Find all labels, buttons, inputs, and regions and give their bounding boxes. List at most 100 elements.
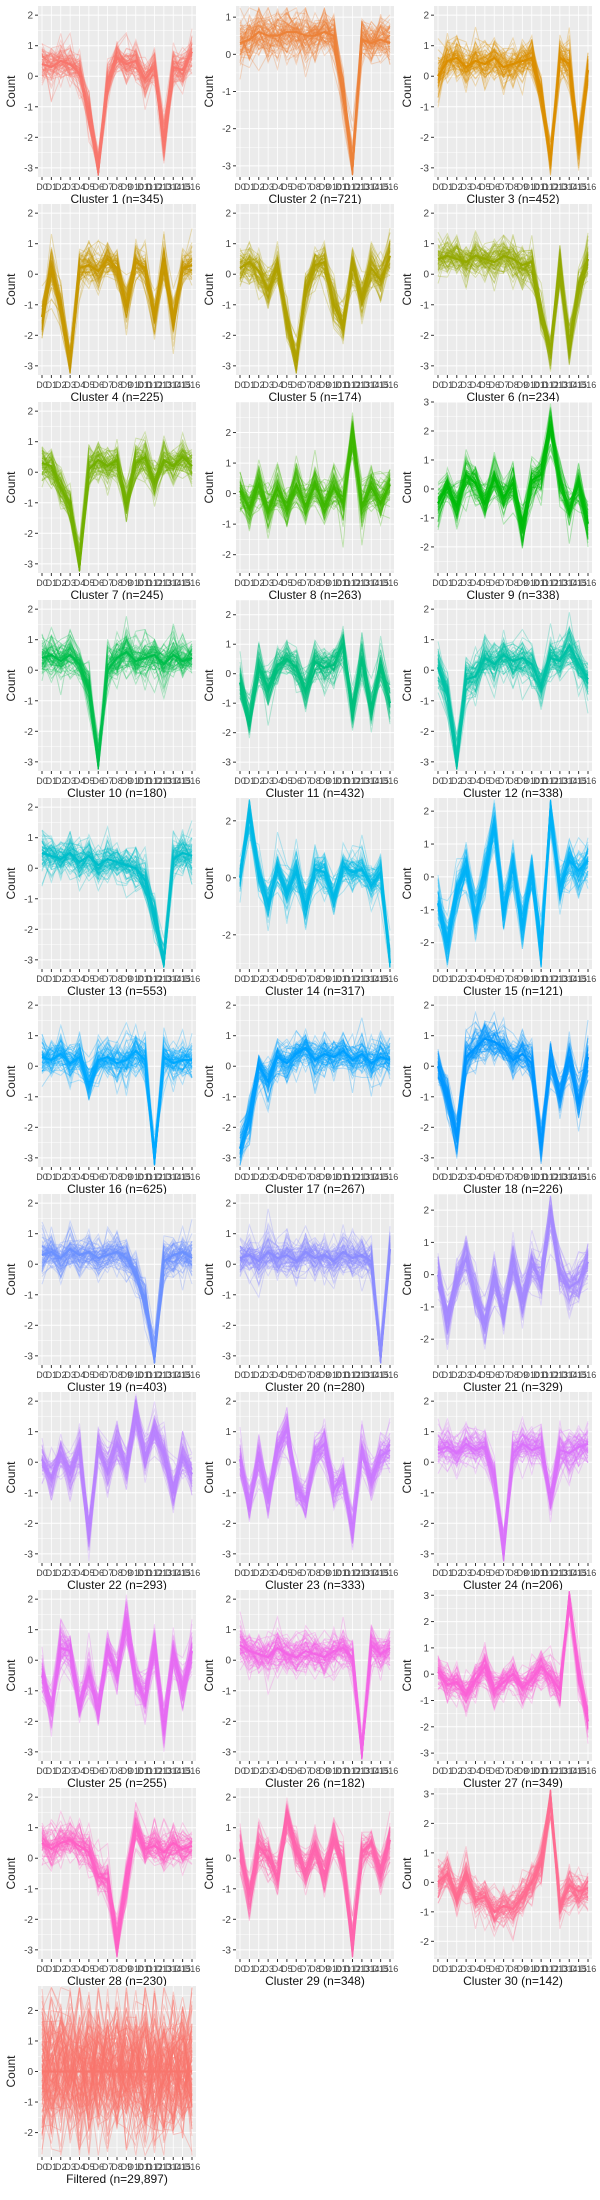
series-line bbox=[437, 1218, 589, 1320]
series-line bbox=[41, 1424, 193, 1532]
series-line bbox=[41, 2009, 193, 2154]
x-tick-label: D4 bbox=[74, 776, 86, 786]
x-tick-label: D15 bbox=[372, 776, 389, 786]
series-line bbox=[41, 635, 193, 753]
x-tick-label: D11 bbox=[335, 1568, 351, 1578]
x-tick-label: D7 bbox=[102, 974, 114, 984]
y-tick-label: 2 bbox=[423, 209, 429, 220]
x-tick-label: D0 bbox=[36, 1766, 48, 1776]
series-line bbox=[41, 640, 193, 770]
x-tick-label: D3 bbox=[460, 1568, 472, 1578]
series-line bbox=[437, 1418, 589, 1557]
series-line bbox=[239, 1427, 391, 1544]
x-tick-label: D3 bbox=[262, 182, 274, 192]
y-tick-label: -3 bbox=[24, 163, 33, 174]
series-line bbox=[239, 1037, 391, 1154]
series-line bbox=[41, 1811, 193, 1952]
series-line bbox=[239, 6, 391, 168]
series-line bbox=[239, 810, 391, 962]
series-line bbox=[239, 1042, 391, 1148]
x-tick-label: D12 bbox=[146, 1568, 163, 1578]
x-tick-label: D9 bbox=[517, 1370, 529, 1380]
series-line bbox=[437, 41, 589, 161]
series-line bbox=[239, 808, 391, 968]
series-line bbox=[239, 1038, 391, 1166]
series-line bbox=[41, 1239, 193, 1354]
x-tick-label: D8 bbox=[111, 578, 123, 588]
series-line bbox=[437, 1212, 589, 1326]
x-tick-label: D15 bbox=[372, 974, 389, 984]
series-line bbox=[41, 629, 193, 766]
x-tick-label: D16 bbox=[184, 1766, 201, 1776]
series-line bbox=[437, 1035, 589, 1156]
series-line bbox=[239, 1224, 391, 1364]
x-tick-label: D0 bbox=[36, 1370, 48, 1380]
series-line bbox=[437, 1421, 589, 1562]
series-line bbox=[41, 1413, 193, 1536]
series-line bbox=[41, 447, 193, 562]
series-line bbox=[437, 1203, 589, 1327]
series-line bbox=[41, 1419, 193, 1536]
series-line bbox=[239, 255, 391, 362]
series-line bbox=[239, 1242, 391, 1361]
panel-title: Cluster 24 (n=206) bbox=[463, 1578, 563, 1592]
x-tick-label: D6 bbox=[290, 776, 302, 786]
series-line bbox=[239, 1233, 391, 1364]
x-tick-label: D13 bbox=[156, 1370, 173, 1380]
y-tick-label: -3 bbox=[24, 1747, 33, 1758]
series-line bbox=[41, 2027, 193, 2134]
x-tick-label: D5 bbox=[83, 578, 95, 588]
series-line bbox=[239, 1242, 391, 1354]
series-line bbox=[41, 255, 193, 341]
series-line bbox=[41, 1605, 193, 1746]
series-line bbox=[41, 1041, 193, 1159]
y-tick-label: -1 bbox=[222, 1488, 231, 1499]
series-line bbox=[41, 1036, 193, 1158]
x-tick-label: D15 bbox=[570, 776, 587, 786]
x-tick-label: D7 bbox=[102, 1964, 114, 1974]
y-tick-label: 0 bbox=[423, 1670, 429, 1681]
x-tick-label: D4 bbox=[74, 1568, 86, 1578]
y-tick-label: -2 bbox=[222, 550, 231, 561]
series-line bbox=[41, 1820, 193, 1930]
series-line bbox=[41, 1230, 193, 1360]
series-line bbox=[41, 639, 193, 767]
x-tick-label: D1 bbox=[442, 1568, 454, 1578]
x-tick-label: D3 bbox=[460, 380, 472, 390]
series-line bbox=[41, 443, 193, 567]
series-line bbox=[41, 1831, 193, 1934]
y-tick-label: -3 bbox=[222, 361, 231, 372]
x-tick-label: D2 bbox=[253, 578, 265, 588]
series-line bbox=[437, 1205, 589, 1333]
series-line bbox=[239, 1435, 391, 1551]
panel-title: Cluster 27 (n=349) bbox=[463, 1776, 563, 1790]
series-line bbox=[41, 2035, 193, 2140]
series-line bbox=[41, 2019, 193, 2150]
series-line bbox=[41, 455, 193, 572]
x-tick-label: D10 bbox=[325, 1568, 342, 1578]
series-line bbox=[239, 1817, 391, 1939]
series-line bbox=[239, 1046, 391, 1155]
series-line bbox=[437, 244, 589, 349]
x-tick-label: D0 bbox=[36, 776, 48, 786]
series-line bbox=[437, 1600, 590, 1722]
series-line bbox=[437, 818, 589, 959]
y-axis-label: Count bbox=[4, 273, 18, 306]
x-tick-label: D6 bbox=[92, 380, 104, 390]
y-axis-label: Count bbox=[400, 1461, 414, 1494]
series-line bbox=[41, 1817, 193, 1934]
x-tick-label: D9 bbox=[319, 1964, 331, 1974]
series-line bbox=[437, 38, 589, 157]
x-tick-label: D15 bbox=[174, 1370, 191, 1380]
x-tick-label: D9 bbox=[319, 1172, 331, 1182]
y-tick-label: 2 bbox=[423, 1206, 429, 1217]
y-tick-label: 2 bbox=[423, 11, 429, 22]
x-tick-label: D10 bbox=[325, 1370, 342, 1380]
x-tick-label: D10 bbox=[127, 1964, 144, 1974]
series-line bbox=[239, 1041, 391, 1140]
x-tick-label: D16 bbox=[580, 974, 597, 984]
x-tick-label: D0 bbox=[234, 1370, 246, 1380]
series-line bbox=[41, 1821, 193, 1953]
series-line bbox=[437, 824, 589, 960]
x-tick-label: D6 bbox=[92, 1568, 104, 1578]
